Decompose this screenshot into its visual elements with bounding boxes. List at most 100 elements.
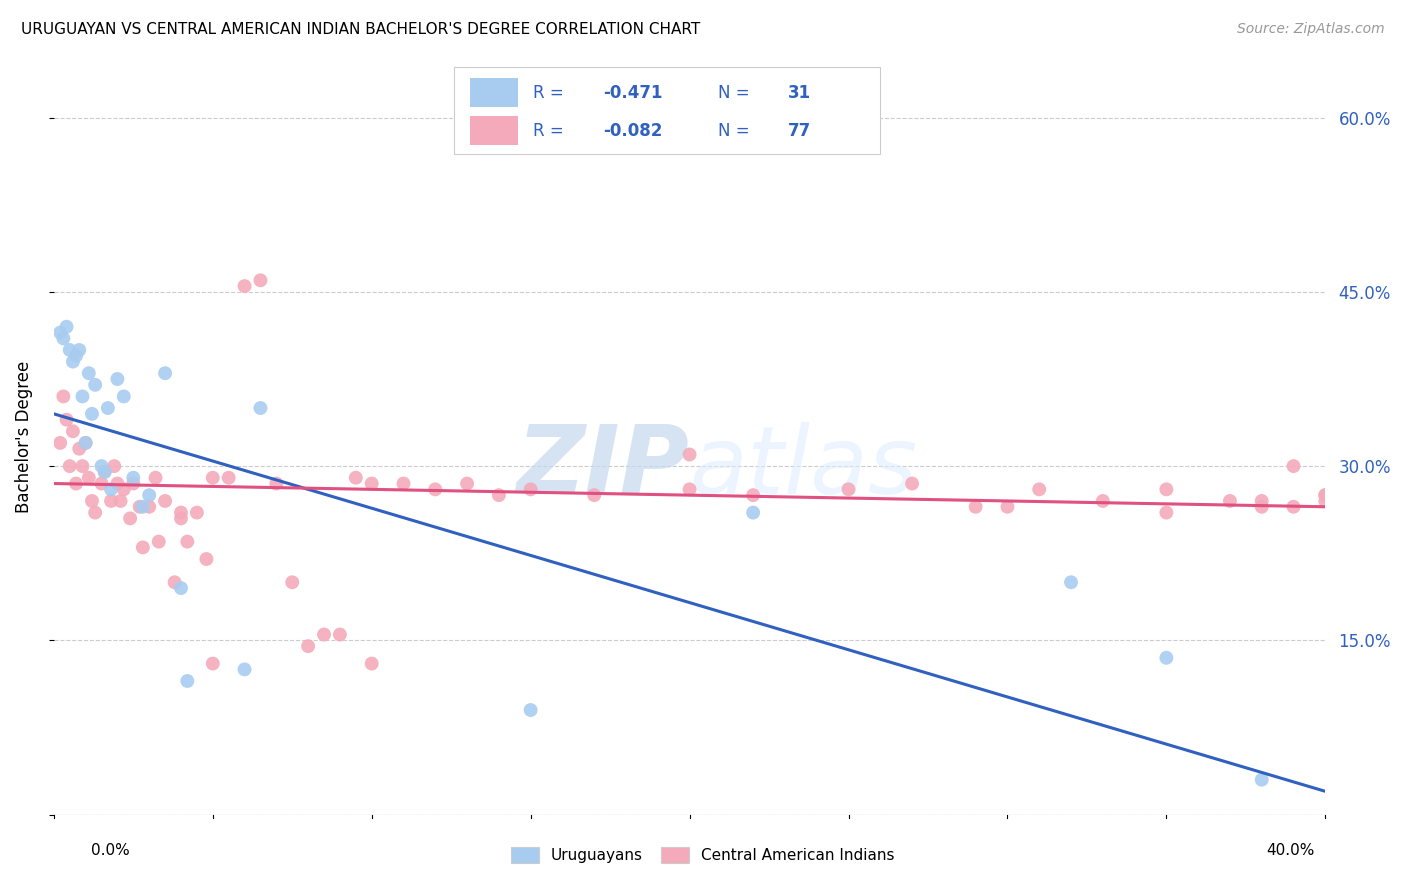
- Point: [120, 511, 142, 525]
- Point: [153, 494, 176, 508]
- Point: [55, 319, 77, 334]
- Point: [153, 366, 176, 380]
- Point: [997, 500, 1019, 514]
- Text: 40.0%: 40.0%: [1267, 843, 1315, 858]
- Point: [62, 354, 84, 368]
- Point: [122, 471, 145, 485]
- Point: [176, 673, 198, 688]
- Point: [901, 476, 924, 491]
- Point: [1250, 494, 1272, 508]
- Point: [456, 476, 478, 491]
- Point: [425, 483, 447, 497]
- Point: [1282, 459, 1305, 474]
- Point: [201, 471, 224, 485]
- Point: [392, 476, 415, 491]
- Text: N =: N =: [717, 121, 755, 139]
- Text: 31: 31: [787, 84, 811, 102]
- Point: [163, 575, 186, 590]
- Point: [90, 476, 112, 491]
- Point: [583, 488, 606, 502]
- Text: R =: R =: [533, 84, 569, 102]
- Legend: Uruguayans, Central American Indians: Uruguayans, Central American Indians: [503, 839, 903, 871]
- Point: [344, 471, 367, 485]
- Point: [62, 424, 84, 438]
- Point: [360, 657, 382, 671]
- Point: [67, 442, 90, 456]
- Point: [145, 471, 167, 485]
- Point: [90, 459, 112, 474]
- Point: [80, 494, 103, 508]
- Point: [1378, 488, 1400, 502]
- Point: [170, 511, 193, 525]
- Text: ZIP: ZIP: [516, 421, 689, 513]
- Point: [110, 494, 132, 508]
- Point: [1315, 488, 1337, 502]
- Point: [67, 343, 90, 357]
- Point: [93, 465, 115, 479]
- Point: [1219, 494, 1241, 508]
- Point: [52, 331, 75, 345]
- Point: [59, 459, 82, 474]
- Point: [72, 389, 94, 403]
- Point: [678, 483, 700, 497]
- Point: [80, 407, 103, 421]
- Point: [176, 534, 198, 549]
- Point: [49, 436, 72, 450]
- Point: [122, 476, 145, 491]
- Point: [201, 657, 224, 671]
- Point: [742, 506, 765, 520]
- Point: [1250, 500, 1272, 514]
- Point: [297, 639, 319, 653]
- Point: [360, 476, 382, 491]
- Point: [488, 488, 510, 502]
- Point: [1315, 488, 1337, 502]
- Point: [281, 575, 304, 590]
- Point: [1346, 483, 1368, 497]
- Point: [312, 627, 335, 641]
- Text: Source: ZipAtlas.com: Source: ZipAtlas.com: [1237, 22, 1385, 37]
- Point: [65, 349, 87, 363]
- Text: N =: N =: [717, 84, 755, 102]
- Point: [132, 541, 155, 555]
- Point: [266, 476, 288, 491]
- FancyBboxPatch shape: [454, 67, 880, 154]
- Text: R =: R =: [533, 121, 569, 139]
- Y-axis label: Bachelor's Degree: Bachelor's Degree: [15, 361, 32, 513]
- Point: [84, 506, 107, 520]
- Point: [132, 500, 155, 514]
- Point: [249, 401, 271, 415]
- Point: [49, 326, 72, 340]
- Point: [1156, 483, 1178, 497]
- Text: 0.0%: 0.0%: [91, 843, 131, 858]
- Point: [112, 483, 135, 497]
- Point: [1156, 506, 1178, 520]
- Point: [107, 476, 129, 491]
- Point: [1250, 772, 1272, 787]
- FancyBboxPatch shape: [470, 78, 517, 107]
- Point: [52, 389, 75, 403]
- Point: [1282, 500, 1305, 514]
- Point: [97, 401, 120, 415]
- Point: [107, 372, 129, 386]
- Text: atlas: atlas: [689, 422, 918, 513]
- Point: [77, 366, 100, 380]
- Point: [218, 471, 240, 485]
- Point: [519, 703, 541, 717]
- Point: [249, 273, 271, 287]
- Point: [233, 662, 256, 676]
- Point: [837, 483, 859, 497]
- Point: [1156, 650, 1178, 665]
- Point: [1315, 494, 1337, 508]
- FancyBboxPatch shape: [470, 116, 517, 145]
- Point: [93, 465, 115, 479]
- Point: [170, 506, 193, 520]
- Point: [1362, 500, 1385, 514]
- Point: [742, 488, 765, 502]
- Point: [75, 436, 97, 450]
- Point: [112, 389, 135, 403]
- Point: [1028, 483, 1050, 497]
- Point: [233, 279, 256, 293]
- Text: -0.082: -0.082: [603, 121, 662, 139]
- Point: [138, 500, 160, 514]
- Point: [1091, 494, 1114, 508]
